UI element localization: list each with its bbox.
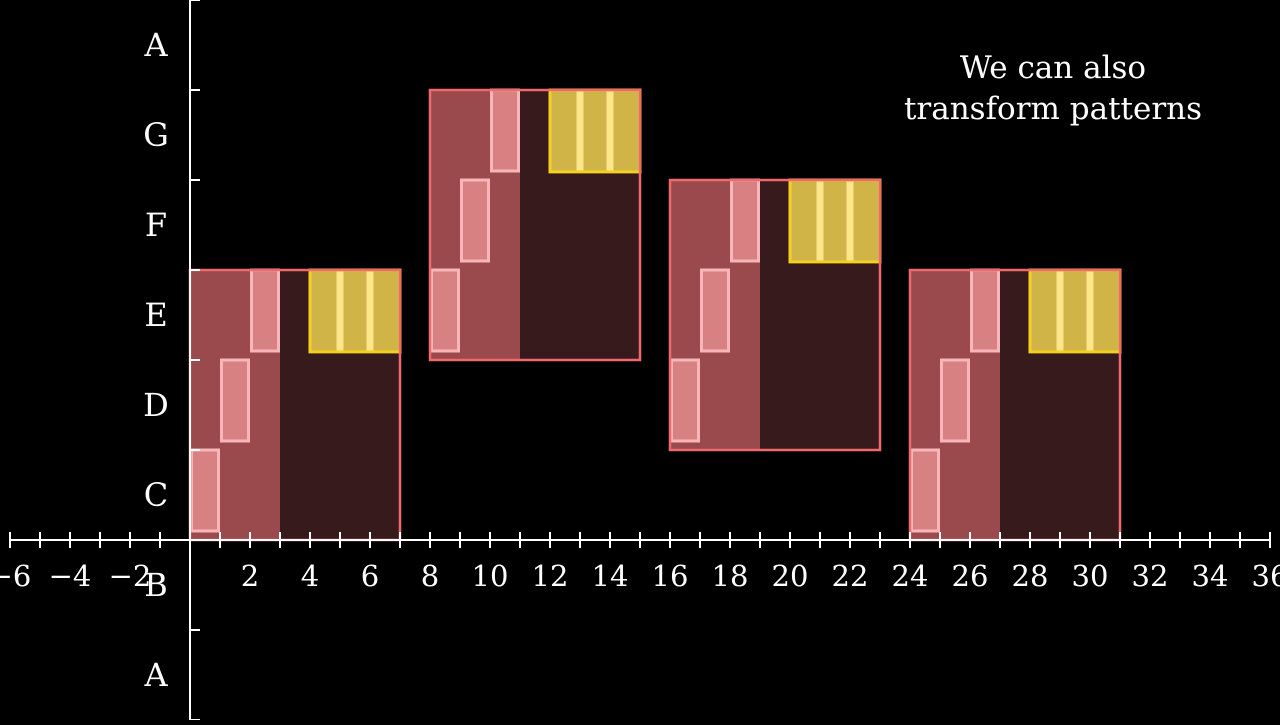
pattern-outline — [668, 178, 882, 452]
caption-line-2: transform patterns — [903, 91, 1203, 127]
x-tick-label: 34 — [1192, 559, 1229, 593]
y-note-label: F — [145, 206, 167, 244]
x-tick-label: 4 — [301, 559, 319, 593]
highlight-block — [550, 90, 640, 172]
y-note-label: C — [144, 476, 168, 514]
x-tick-label: 14 — [592, 559, 629, 593]
note-block-3 — [250, 268, 280, 353]
caption-line-1: We can also — [959, 50, 1147, 86]
x-tick-label: 6 — [361, 559, 379, 593]
pattern-2 — [428, 88, 642, 362]
x-tick-label: 26 — [952, 559, 989, 593]
x-tick-label: 2 — [241, 559, 259, 593]
x-tick-label: 18 — [712, 559, 749, 593]
note-block-2 — [940, 358, 970, 443]
x-tick-label: 16 — [652, 559, 689, 593]
x-tick-label: −6 — [0, 559, 31, 593]
caption: We can also transform patterns — [880, 48, 1226, 130]
note-block-2 — [220, 358, 250, 443]
pattern-1 — [188, 268, 402, 542]
x-tick-label: 30 — [1072, 559, 1109, 593]
x-tick-label: −4 — [49, 559, 92, 593]
x-tick-label: −2 — [109, 559, 152, 593]
note-block-1 — [910, 448, 940, 533]
note-block-1 — [430, 268, 460, 353]
pattern-layer — [188, 88, 1122, 542]
y-note-label: E — [144, 296, 167, 334]
pattern-3 — [668, 178, 882, 452]
x-tick-label: 32 — [1132, 559, 1169, 593]
y-note-label: D — [143, 386, 169, 424]
note-block-3 — [490, 88, 520, 173]
y-note-label: G — [143, 116, 169, 154]
x-tick-label: 22 — [832, 559, 869, 593]
x-tick-label: 12 — [532, 559, 569, 593]
pattern-4 — [908, 268, 1122, 542]
note-block-1 — [670, 358, 700, 443]
x-tick-label: 8 — [421, 559, 439, 593]
x-tick-label: 10 — [472, 559, 509, 593]
x-tick-label: 24 — [892, 559, 929, 593]
x-tick-label: 28 — [1012, 559, 1049, 593]
x-tick-label: 20 — [772, 559, 809, 593]
note-block-3 — [730, 178, 760, 263]
note-block-3 — [970, 268, 1000, 353]
pattern-outline — [428, 88, 642, 362]
highlight-block — [790, 180, 880, 262]
note-block-2 — [700, 268, 730, 353]
highlight-block — [310, 270, 400, 352]
highlight-block — [1030, 270, 1120, 352]
y-note-label: B — [144, 566, 168, 604]
x-tick-label: 36 — [1252, 559, 1280, 593]
y-note-label: A — [143, 656, 168, 694]
note-block-1 — [190, 448, 220, 533]
y-note-label: A — [143, 26, 168, 64]
note-block-2 — [460, 178, 490, 263]
